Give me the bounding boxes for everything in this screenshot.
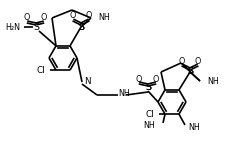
Text: S: S bbox=[33, 23, 39, 31]
Text: S: S bbox=[145, 83, 151, 92]
Text: O: O bbox=[179, 57, 185, 66]
Text: NH: NH bbox=[188, 123, 200, 132]
Text: Cl: Cl bbox=[37, 66, 45, 75]
Text: H₂N: H₂N bbox=[5, 23, 20, 31]
Text: S: S bbox=[187, 68, 193, 77]
Text: NH: NH bbox=[143, 121, 155, 129]
Text: O: O bbox=[70, 12, 76, 20]
Text: O: O bbox=[195, 57, 201, 66]
Text: S: S bbox=[187, 68, 193, 77]
Text: Cl: Cl bbox=[146, 110, 154, 119]
Text: S: S bbox=[145, 83, 151, 92]
Text: N: N bbox=[84, 78, 90, 86]
Text: S: S bbox=[78, 23, 84, 31]
Text: O: O bbox=[136, 74, 142, 83]
Text: NH: NH bbox=[207, 77, 219, 85]
Text: S: S bbox=[78, 23, 84, 31]
Text: NH: NH bbox=[118, 90, 130, 99]
Text: O: O bbox=[86, 12, 92, 20]
Text: O: O bbox=[24, 14, 30, 23]
Text: NH: NH bbox=[98, 14, 110, 23]
Text: O: O bbox=[41, 14, 47, 23]
Text: O: O bbox=[153, 74, 159, 83]
